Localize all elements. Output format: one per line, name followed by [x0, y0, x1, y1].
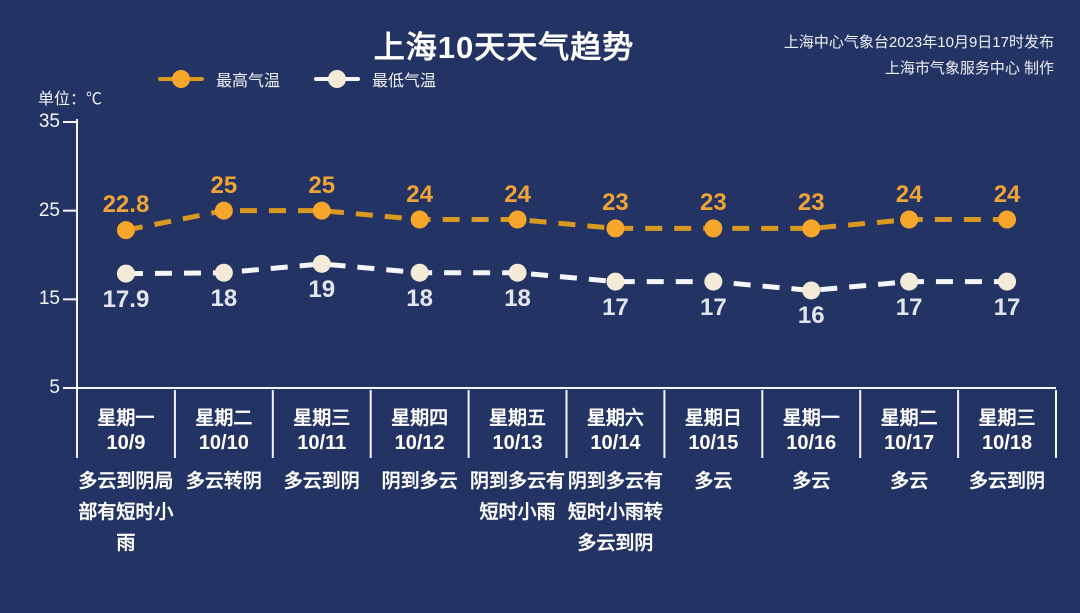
weather-description: 多云: [792, 471, 831, 492]
temp-value-label: 24: [895, 180, 923, 208]
weather-description: 阴到多云有短时小雨转多云到阴: [567, 471, 663, 554]
legend-line-dot-icon: [314, 70, 361, 88]
temp-value-label: 24: [504, 180, 531, 208]
weekday-label: 星期二: [195, 408, 253, 429]
data-point: [116, 264, 135, 283]
weather-description: 阴到多云: [381, 471, 458, 492]
page-title: 上海10天天气趋势: [373, 30, 635, 65]
data-point: [214, 263, 233, 282]
weather-description: 多云到阴: [969, 471, 1046, 492]
temp-value-label: 24: [406, 180, 433, 208]
temp-value-label: 17: [895, 293, 923, 321]
temp-value-label: 18: [406, 284, 433, 312]
date-label: 10/9: [106, 432, 146, 454]
data-point: [312, 201, 331, 220]
data-point: [606, 272, 625, 291]
date-label: 10/10: [198, 432, 249, 454]
legend-item-最低气温: 最低气温: [314, 67, 436, 91]
date-label: 10/16: [786, 432, 837, 454]
data-point: [704, 219, 723, 238]
temp-value-label: 24: [993, 180, 1021, 208]
date-label: 10/14: [590, 432, 641, 454]
issuer-line: 上海中心气象台2023年10月9日17时发布: [783, 34, 1054, 51]
weather-description: 阴到多云有短时小雨: [470, 471, 566, 523]
producer-line: 上海市气象服务中心 制作: [884, 60, 1054, 77]
series-line-最低气温: [125, 261, 1008, 293]
legend-label: 最高气温: [216, 73, 281, 90]
weekday-label: 星期五: [489, 408, 547, 429]
weekday-label: 星期一: [782, 408, 840, 429]
weather-description: 多云: [890, 471, 929, 492]
legend-label: 最低气温: [372, 73, 437, 90]
date-label: 10/17: [884, 432, 935, 454]
temp-value-label: 16: [797, 302, 825, 330]
date-label: 10/11: [297, 432, 347, 454]
weekday-label: 星期日: [684, 408, 742, 429]
data-point: [312, 254, 331, 273]
temp-value-label: 17: [699, 293, 727, 321]
y-tick-label: 35: [38, 111, 60, 132]
y-tick-label: 5: [49, 377, 60, 398]
temp-value-label: 23: [797, 189, 825, 217]
data-point: [802, 281, 821, 300]
data-point: [606, 219, 625, 238]
y-tick-label: 15: [38, 288, 60, 310]
legend-item-最高气温: 最高气温: [158, 67, 280, 91]
date-label: 10/15: [688, 432, 739, 454]
weather-description: 多云: [694, 471, 733, 492]
data-point: [704, 272, 723, 291]
temp-value-label: 18: [504, 284, 531, 312]
temp-value-label: 25: [308, 171, 336, 199]
temp-value-label: 19: [308, 275, 336, 303]
data-point: [998, 210, 1017, 229]
data-point: [410, 210, 429, 229]
data-point: [508, 210, 527, 229]
weekday-label: 星期三: [978, 408, 1036, 429]
temp-value-label: 25: [210, 171, 238, 199]
temp-value-label: 18: [210, 284, 238, 312]
temp-value-label: 23: [699, 189, 727, 217]
series-line-最高气温: [125, 208, 1008, 233]
weekday-label: 星期二: [880, 408, 938, 429]
y-tick-label: 25: [38, 199, 60, 221]
temp-value-label: 23: [602, 189, 629, 217]
chart-legend: 最高气温 最低气温: [158, 67, 436, 91]
weekday-label: 星期六: [586, 408, 644, 429]
weather-description: 多云转阴: [185, 471, 262, 492]
temp-value-label: 22.8: [102, 191, 150, 219]
temp-value-label: 17.9: [102, 285, 150, 313]
temp-value-label: 17: [602, 293, 629, 321]
unit-label: 单位：℃: [38, 91, 103, 108]
weekday-label: 星期一: [97, 408, 155, 429]
data-point: [900, 272, 919, 291]
weekday-label: 星期四: [391, 408, 449, 429]
data-point: [900, 210, 919, 229]
date-label: 10/12: [394, 432, 445, 454]
data-point: [508, 263, 527, 282]
issuer-info: 上海中心气象台2023年10月9日17时发布 上海市气象服务中心 制作: [784, 30, 1054, 82]
temp-value-label: 17: [993, 293, 1021, 321]
data-point: [116, 221, 135, 240]
weather-description: 多云到阴局部有短时小雨: [78, 471, 174, 554]
date-label: 10/13: [492, 432, 543, 454]
data-point: [998, 272, 1017, 291]
date-label: 10/18: [982, 432, 1033, 454]
data-point: [802, 219, 821, 238]
weekday-label: 星期三: [293, 408, 351, 429]
weather-description: 多云到阴: [283, 471, 360, 492]
data-point: [410, 263, 429, 282]
data-point: [214, 201, 233, 220]
legend-line-dot-icon: [158, 70, 204, 88]
